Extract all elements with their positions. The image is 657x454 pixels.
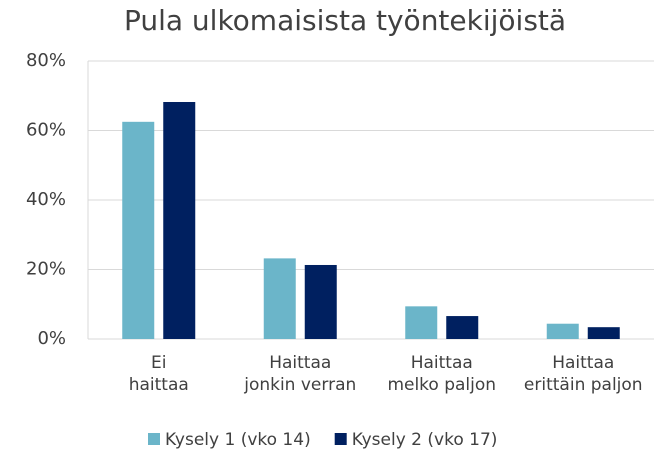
legend-label: Kysely 1 (vko 14) <box>165 430 311 450</box>
bar <box>546 323 579 339</box>
x-tick-label: Haittaa jonkin verran <box>244 353 357 395</box>
x-tick-label: Haittaa erittäin paljon <box>523 353 643 395</box>
y-tick-label: 20% <box>26 259 66 280</box>
x-tick-label: Ei haittaa <box>128 353 189 395</box>
bar <box>405 306 438 339</box>
y-tick-label: 60% <box>26 120 66 141</box>
legend-swatch <box>148 433 160 445</box>
bar <box>163 102 196 339</box>
bar <box>122 121 155 339</box>
y-tick-label: 0% <box>37 328 66 349</box>
y-tick-label: 80% <box>26 50 66 71</box>
bar <box>446 316 479 339</box>
chart-title: Pula ulkomaisista työntekijöistä <box>124 4 566 37</box>
legend-swatch <box>334 433 347 445</box>
bar <box>263 258 296 339</box>
bar <box>587 327 620 339</box>
x-tick-label: Haittaa melko paljon <box>387 353 497 395</box>
y-tick-label: 40% <box>26 189 66 210</box>
bar <box>304 264 337 339</box>
legend-label: Kysely 2 (vko 17) <box>352 430 498 450</box>
